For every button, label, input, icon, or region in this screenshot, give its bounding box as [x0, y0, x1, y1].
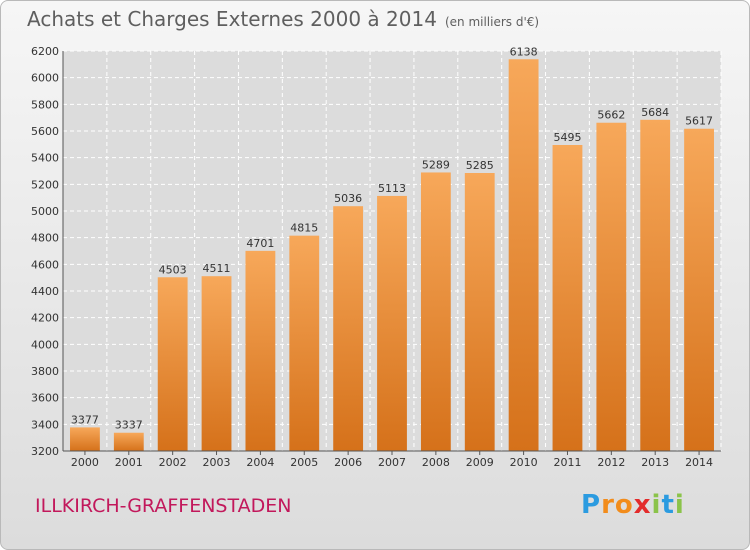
x-tick-label: 2014 [685, 456, 713, 469]
logo-letter: i [651, 490, 662, 520]
y-tick-label: 5000 [31, 205, 59, 218]
x-tick-label: 2006 [334, 456, 362, 469]
bar [245, 250, 276, 451]
y-tick-label: 4200 [31, 312, 59, 325]
data-label: 5113 [378, 182, 406, 195]
bar [640, 119, 671, 452]
chart-title-text: Achats et Charges Externes 2000 à 2014 [27, 7, 437, 31]
logo-letter: x [633, 490, 652, 520]
x-tick-label: 2001 [115, 456, 143, 469]
x-tick-label: 2010 [510, 456, 538, 469]
bar [333, 206, 364, 451]
y-tick-label: 5800 [31, 98, 59, 111]
y-tick-label: 4600 [31, 258, 59, 271]
y-tick-label: 3800 [31, 365, 59, 378]
chart-title: Achats et Charges Externes 2000 à 2014 (e… [27, 7, 539, 31]
x-tick-label: 2008 [422, 456, 450, 469]
bar [377, 195, 407, 451]
data-label: 5662 [597, 109, 625, 122]
x-tick-label: 2013 [641, 456, 669, 469]
y-tick-label: 6000 [31, 72, 59, 85]
data-label: 5684 [641, 106, 669, 119]
bar [70, 427, 100, 451]
y-tick-label: 4000 [31, 338, 59, 351]
data-label: 5617 [685, 115, 713, 128]
data-label: 4503 [159, 263, 187, 276]
bar [508, 59, 539, 452]
chart-subtitle: (en milliers d'€) [444, 15, 540, 29]
logo-letter: t [661, 490, 675, 520]
x-tick-label: 2011 [553, 456, 581, 469]
data-label: 5036 [334, 192, 362, 205]
data-label: 3337 [115, 419, 143, 432]
y-tick-label: 3200 [31, 445, 59, 458]
logo-letter: i [674, 490, 685, 520]
bar [464, 173, 495, 451]
y-tick-label: 4800 [31, 232, 59, 245]
x-tick-label: 2003 [203, 456, 231, 469]
x-tick-label: 2009 [466, 456, 494, 469]
y-tick-label: 5200 [31, 178, 59, 191]
y-tick-label: 5600 [31, 125, 59, 138]
x-tick-label: 2012 [597, 456, 625, 469]
bar [113, 432, 144, 451]
x-tick-label: 2002 [159, 456, 187, 469]
x-tick-label: 2004 [246, 456, 274, 469]
proxiti-logo[interactable]: Proxiti [581, 490, 685, 520]
y-tick-label: 3600 [31, 392, 59, 405]
bar [157, 277, 188, 451]
bar [289, 235, 320, 451]
data-label: 4815 [290, 222, 318, 235]
data-label: 3377 [71, 413, 99, 426]
x-tick-label: 2005 [290, 456, 318, 469]
x-tick-label: 2000 [71, 456, 99, 469]
logo-letter: r [601, 490, 615, 520]
data-label: 4701 [246, 237, 274, 250]
y-tick-label: 3400 [31, 418, 59, 431]
data-label: 5495 [553, 131, 581, 144]
y-tick-label: 5400 [31, 152, 59, 165]
bar [552, 145, 583, 451]
town-name: ILLKIRCH-GRAFFENSTADEN [35, 495, 292, 517]
x-tick-label: 2007 [378, 456, 406, 469]
bar [684, 128, 714, 451]
data-label: 6138 [510, 45, 538, 58]
data-label: 5289 [422, 158, 450, 171]
bar [201, 276, 232, 451]
y-tick-label: 6200 [31, 45, 59, 58]
data-label: 4511 [203, 262, 231, 275]
y-tick-label: 4400 [31, 285, 59, 298]
data-label: 5285 [466, 159, 494, 172]
bar [596, 122, 627, 451]
logo-letter: P [581, 490, 602, 520]
bar [420, 172, 451, 451]
logo-letter: o [614, 490, 634, 520]
